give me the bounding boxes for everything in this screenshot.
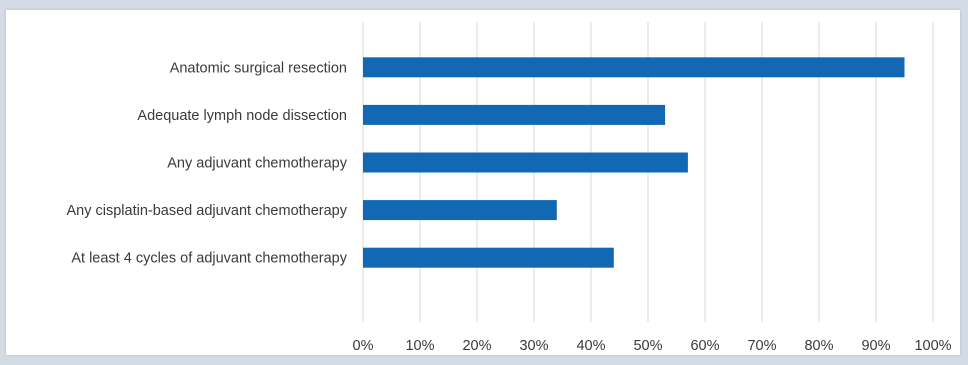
bar: [363, 57, 905, 78]
bar: [363, 104, 666, 125]
category-label: Adequate lymph node dissection: [137, 108, 347, 124]
bar: [363, 247, 614, 268]
category-label: Any cisplatin-based adjuvant chemotherap…: [67, 203, 348, 219]
x-tick-label: 10%: [405, 338, 434, 354]
x-tick-label: 100%: [914, 338, 951, 354]
x-tick-label: 60%: [690, 338, 719, 354]
x-tick-label: 30%: [519, 338, 548, 354]
x-tick-label: 20%: [462, 338, 491, 354]
x-tick-label: 0%: [353, 338, 374, 354]
x-tick-label: 50%: [633, 338, 662, 354]
x-tick-label: 80%: [804, 338, 833, 354]
x-tick-label: 40%: [576, 338, 605, 354]
x-tick-label: 90%: [861, 338, 890, 354]
category-label: At least 4 cycles of adjuvant chemothera…: [71, 251, 347, 267]
bar: [363, 200, 557, 221]
category-label: Any adjuvant chemotherapy: [167, 156, 347, 172]
bar: [363, 152, 688, 173]
x-tick-label: 70%: [747, 338, 776, 354]
category-label: Anatomic surgical resection: [170, 60, 347, 76]
